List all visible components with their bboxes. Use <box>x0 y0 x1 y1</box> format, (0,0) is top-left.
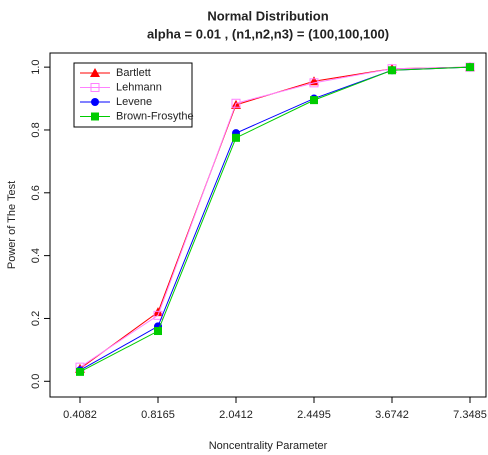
y-tick-label: 1.0 <box>30 59 42 74</box>
legend-label: Brown-Frosythe <box>116 110 194 122</box>
y-tick-label: 0.8 <box>30 122 42 137</box>
x-tick-label: 2.4495 <box>297 409 331 421</box>
data-point <box>231 98 241 108</box>
x-tick-label: 7.3485 <box>453 409 487 421</box>
data-point <box>466 63 474 72</box>
series-line <box>79 66 471 373</box>
x-tick-label: 3.6742 <box>375 409 409 421</box>
x-tick-label: 0.8165 <box>141 409 175 421</box>
legend-marker <box>90 83 100 92</box>
legend-label: Levene <box>116 96 152 108</box>
x-axis-label: Noncentrality Parameter <box>209 440 328 452</box>
data-point <box>388 66 396 75</box>
legend-marker <box>91 98 99 106</box>
legend-marker <box>90 68 100 77</box>
legend-label: Lehmann <box>116 81 162 93</box>
chart-title: Normal Distribution <box>207 8 328 23</box>
data-point <box>232 133 240 142</box>
y-tick-label: 0.2 <box>30 311 42 326</box>
y-tick-label: 0.4 <box>30 248 42 263</box>
y-tick-label: 0.0 <box>30 374 42 389</box>
chart-subtitle: alpha = 0.01 , (n1,n2,n3) = (100,100,100… <box>147 26 389 41</box>
x-tick-label: 2.0412 <box>219 409 253 421</box>
x-tick-label: 0.4082 <box>63 409 97 421</box>
legend-label: Bartlett <box>116 67 151 79</box>
data-point <box>309 78 319 88</box>
data-point <box>310 96 318 105</box>
data-point <box>154 327 162 336</box>
legend-marker <box>91 112 99 121</box>
y-tick-label: 0.6 <box>30 185 42 200</box>
data-point <box>76 367 84 376</box>
series-line <box>79 66 471 368</box>
y-axis-label: Power of The Test <box>6 181 18 269</box>
plot-frame <box>49 52 487 398</box>
